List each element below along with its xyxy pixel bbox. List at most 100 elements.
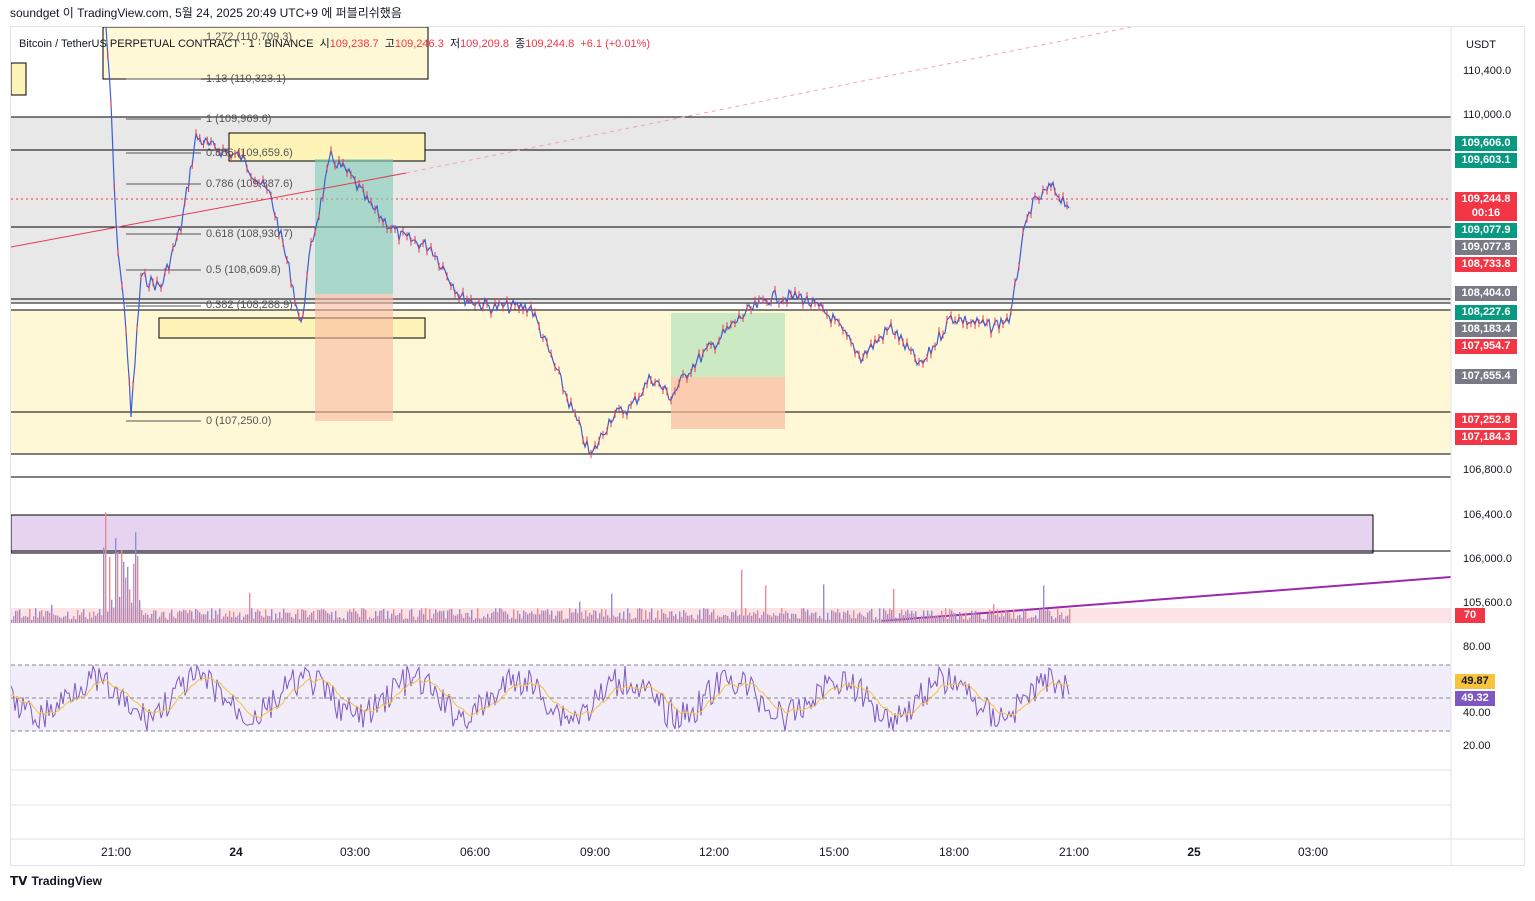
volume-bar: [193, 618, 195, 623]
volume-bar: [33, 616, 35, 623]
rsi-band: [11, 665, 1451, 731]
volume-bar: [59, 617, 61, 623]
volume-bar: [555, 615, 557, 623]
brand-footer[interactable]: 𝗧𝗩 TradingView: [10, 874, 102, 888]
volume-bar: [893, 588, 895, 623]
volume-bar: [877, 619, 879, 623]
volume-bar: [811, 612, 813, 623]
long-position-profit[interactable]: [315, 159, 393, 294]
rsi-line: [11, 663, 1070, 731]
volume-bar: [569, 608, 571, 623]
volume-bar: [151, 613, 153, 623]
volume-bar: [843, 611, 845, 623]
price-badge: 108,227.6: [1455, 305, 1517, 320]
volume-bar: [93, 611, 95, 623]
volume-bar: [543, 610, 545, 623]
volume-bar: [845, 612, 847, 623]
price-badge: 109,077.8: [1455, 240, 1517, 255]
volume-bar: [641, 609, 643, 623]
volume-bar: [489, 617, 491, 623]
volume-bar: [235, 617, 237, 623]
volume-bar: [97, 613, 99, 623]
volume-bar: [453, 615, 455, 623]
volume-bar: [159, 616, 161, 623]
volume-bar: [199, 612, 201, 623]
volume-bar: [1013, 609, 1015, 623]
volume-bar: [377, 615, 379, 623]
long-position-profit-2[interactable]: [671, 313, 785, 377]
volume-bar: [917, 619, 919, 623]
volume-bar: [873, 619, 875, 623]
volume-bar: [1037, 618, 1039, 623]
volume-bar: [439, 610, 441, 623]
volume-bar: [27, 617, 29, 623]
close-value: 109,244.8: [525, 38, 575, 50]
volume-bar: [573, 612, 575, 623]
volume-bar: [689, 615, 691, 623]
time-tick: 06:00: [459, 845, 491, 859]
volume-bar: [1001, 611, 1003, 623]
volume-bar: [723, 615, 725, 623]
volume-bar: [217, 614, 219, 623]
volume-bar: [1011, 618, 1013, 623]
volume-bar: [391, 613, 393, 623]
price-line: [105, 27, 1070, 455]
volume-bar: [29, 608, 31, 623]
volume-bar: [187, 613, 189, 623]
volume-bar: [469, 616, 471, 623]
volume-bar: [121, 549, 123, 623]
volume-bar: [85, 617, 87, 623]
volume-bar: [99, 609, 101, 623]
symbol-legend[interactable]: Bitcoin / TetherUS PERPETUAL CONTRACT · …: [19, 35, 650, 51]
chart-canvas[interactable]: [11, 27, 1525, 866]
publish-header: soundget 이 TradingView.com, 5월 24, 2025 …: [0, 0, 1535, 26]
volume-bar: [955, 613, 957, 623]
long-position-loss[interactable]: [315, 294, 393, 421]
volume-bar: [483, 616, 485, 623]
currency-label[interactable]: USDT: [1466, 39, 1496, 51]
volume-bar: [219, 608, 221, 623]
volume-bar: [547, 609, 549, 623]
volume-bar: [941, 610, 943, 623]
price-badge: 107,655.4: [1455, 369, 1517, 384]
chart-pane[interactable]: Bitcoin / TetherUS PERPETUAL CONTRACT · …: [10, 26, 1525, 866]
volume-bar: [725, 615, 727, 623]
volume-bar: [833, 611, 835, 623]
volume-bar: [485, 617, 487, 623]
trendline-red-ext[interactable]: [405, 27, 1132, 174]
volume-bar: [523, 610, 525, 623]
volume-bar: [1063, 619, 1065, 623]
volume-bar: [673, 615, 675, 623]
volume-bar: [979, 614, 981, 623]
volume-bar: [471, 609, 473, 623]
volume-bar: [359, 616, 361, 623]
volume-bar: [341, 619, 343, 623]
volume-bar: [81, 612, 83, 623]
volume-bar: [905, 611, 907, 623]
low-value: 109,209.8: [460, 38, 509, 50]
volume-bar: [633, 618, 635, 623]
volume-bar: [299, 619, 301, 623]
volume-bar: [853, 610, 855, 623]
volume-bar: [1067, 615, 1069, 623]
volume-bar: [529, 613, 531, 623]
volume-bar: [1025, 610, 1027, 623]
volume-bar: [763, 611, 765, 623]
volume-bar: [339, 617, 341, 623]
long-position-loss-2[interactable]: [671, 377, 785, 429]
volume-bar: [563, 619, 565, 623]
volume-bar: [749, 612, 751, 623]
volume-bar: [267, 615, 269, 623]
volume-bar: [765, 585, 767, 623]
volume-bar: [447, 610, 449, 623]
volume-bar: [259, 611, 261, 623]
fib-label: 0.5 (108,609.8): [206, 264, 281, 276]
volume-bar: [935, 615, 937, 623]
trendline-red[interactable]: [11, 172, 407, 248]
volume-bar: [861, 614, 863, 623]
volume-bar: [319, 610, 321, 623]
volume-bar: [535, 614, 537, 623]
volume-bar: [767, 614, 769, 623]
volume-bar: [889, 608, 891, 623]
volume-bar: [41, 610, 43, 623]
